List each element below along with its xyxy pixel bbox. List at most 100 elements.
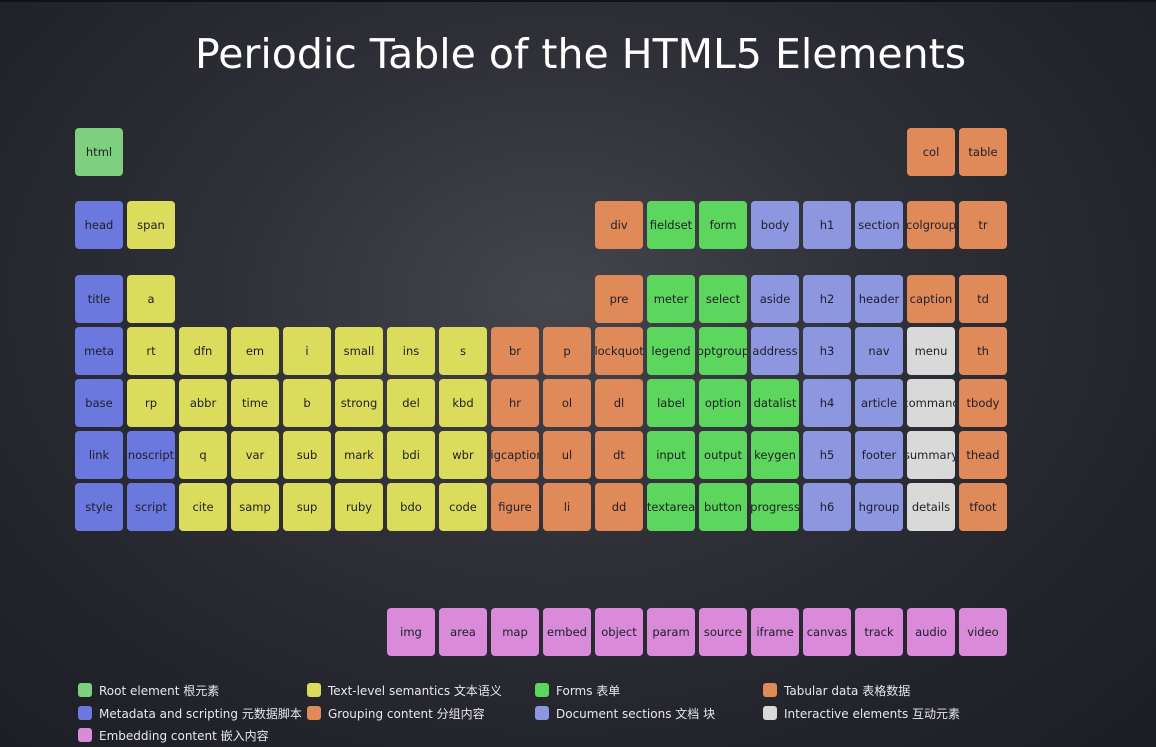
element-abbr[interactable]: abbr — [179, 379, 227, 427]
element-aside[interactable]: aside — [751, 275, 799, 323]
element-mark[interactable]: mark — [335, 431, 383, 479]
element-script[interactable]: script — [127, 483, 175, 531]
element-textarea[interactable]: textarea — [647, 483, 695, 531]
element-footer[interactable]: footer — [855, 431, 903, 479]
element-table[interactable]: table — [959, 128, 1007, 176]
element-output[interactable]: output — [699, 431, 747, 479]
element-sub[interactable]: sub — [283, 431, 331, 479]
element-time[interactable]: time — [231, 379, 279, 427]
element-del[interactable]: del — [387, 379, 435, 427]
element-option[interactable]: option — [699, 379, 747, 427]
element-tbody[interactable]: tbody — [959, 379, 1007, 427]
element-figure[interactable]: figure — [491, 483, 539, 531]
element-dd[interactable]: dd — [595, 483, 643, 531]
element-ul[interactable]: ul — [543, 431, 591, 479]
element-meta[interactable]: meta — [75, 327, 123, 375]
element-figcaption[interactable]: figcaption — [491, 431, 539, 479]
element-th[interactable]: th — [959, 327, 1007, 375]
element-kbd[interactable]: kbd — [439, 379, 487, 427]
element-hgroup[interactable]: hgroup — [855, 483, 903, 531]
element-style[interactable]: style — [75, 483, 123, 531]
element-section[interactable]: section — [855, 201, 903, 249]
element-video[interactable]: video — [959, 608, 1007, 656]
element-summary[interactable]: summary — [907, 431, 955, 479]
element-keygen[interactable]: keygen — [751, 431, 799, 479]
element-embed[interactable]: embed — [543, 608, 591, 656]
element-b[interactable]: b — [283, 379, 331, 427]
element-address[interactable]: address — [751, 327, 799, 375]
element-base[interactable]: base — [75, 379, 123, 427]
element-blockquote[interactable]: blockquote — [595, 327, 643, 375]
element-p[interactable]: p — [543, 327, 591, 375]
element-div[interactable]: div — [595, 201, 643, 249]
element-h6[interactable]: h6 — [803, 483, 851, 531]
element-h3[interactable]: h3 — [803, 327, 851, 375]
element-head[interactable]: head — [75, 201, 123, 249]
element-datalist[interactable]: datalist — [751, 379, 799, 427]
element-small[interactable]: small — [335, 327, 383, 375]
element-dt[interactable]: dt — [595, 431, 643, 479]
element-map[interactable]: map — [491, 608, 539, 656]
element-ruby[interactable]: ruby — [335, 483, 383, 531]
element-hr[interactable]: hr — [491, 379, 539, 427]
element-td[interactable]: td — [959, 275, 1007, 323]
element-samp[interactable]: samp — [231, 483, 279, 531]
element-tfoot[interactable]: tfoot — [959, 483, 1007, 531]
element-area[interactable]: area — [439, 608, 487, 656]
element-button[interactable]: button — [699, 483, 747, 531]
element-wbr[interactable]: wbr — [439, 431, 487, 479]
element-ins[interactable]: ins — [387, 327, 435, 375]
element-pre[interactable]: pre — [595, 275, 643, 323]
element-meter[interactable]: meter — [647, 275, 695, 323]
element-track[interactable]: track — [855, 608, 903, 656]
element-body[interactable]: body — [751, 201, 799, 249]
element-link[interactable]: link — [75, 431, 123, 479]
element-fieldset[interactable]: fieldset — [647, 201, 695, 249]
element-col[interactable]: col — [907, 128, 955, 176]
element-var[interactable]: var — [231, 431, 279, 479]
element-select[interactable]: select — [699, 275, 747, 323]
element-source[interactable]: source — [699, 608, 747, 656]
element-span[interactable]: span — [127, 201, 175, 249]
element-object[interactable]: object — [595, 608, 643, 656]
element-menu[interactable]: menu — [907, 327, 955, 375]
element-dfn[interactable]: dfn — [179, 327, 227, 375]
element-em[interactable]: em — [231, 327, 279, 375]
element-label[interactable]: label — [647, 379, 695, 427]
element-cite[interactable]: cite — [179, 483, 227, 531]
element-progress[interactable]: progress — [751, 483, 799, 531]
element-sup[interactable]: sup — [283, 483, 331, 531]
element-audio[interactable]: audio — [907, 608, 955, 656]
element-img[interactable]: img — [387, 608, 435, 656]
element-br[interactable]: br — [491, 327, 539, 375]
element-thead[interactable]: thead — [959, 431, 1007, 479]
element-noscript[interactable]: noscript — [127, 431, 175, 479]
element-canvas[interactable]: canvas — [803, 608, 851, 656]
element-q[interactable]: q — [179, 431, 227, 479]
element-li[interactable]: li — [543, 483, 591, 531]
element-form[interactable]: form — [699, 201, 747, 249]
element-dl[interactable]: dl — [595, 379, 643, 427]
element-html[interactable]: html — [75, 128, 123, 176]
element-legend[interactable]: legend — [647, 327, 695, 375]
element-h5[interactable]: h5 — [803, 431, 851, 479]
element-details[interactable]: details — [907, 483, 955, 531]
element-i[interactable]: i — [283, 327, 331, 375]
element-header[interactable]: header — [855, 275, 903, 323]
element-h1[interactable]: h1 — [803, 201, 851, 249]
element-caption[interactable]: caption — [907, 275, 955, 323]
element-bdi[interactable]: bdi — [387, 431, 435, 479]
element-article[interactable]: article — [855, 379, 903, 427]
element-bdo[interactable]: bdo — [387, 483, 435, 531]
element-iframe[interactable]: iframe — [751, 608, 799, 656]
element-title[interactable]: title — [75, 275, 123, 323]
element-optgroup[interactable]: optgroup — [699, 327, 747, 375]
element-code[interactable]: code — [439, 483, 487, 531]
element-s[interactable]: s — [439, 327, 487, 375]
element-a[interactable]: a — [127, 275, 175, 323]
element-ol[interactable]: ol — [543, 379, 591, 427]
element-h2[interactable]: h2 — [803, 275, 851, 323]
element-tr[interactable]: tr — [959, 201, 1007, 249]
element-rt[interactable]: rt — [127, 327, 175, 375]
element-strong[interactable]: strong — [335, 379, 383, 427]
